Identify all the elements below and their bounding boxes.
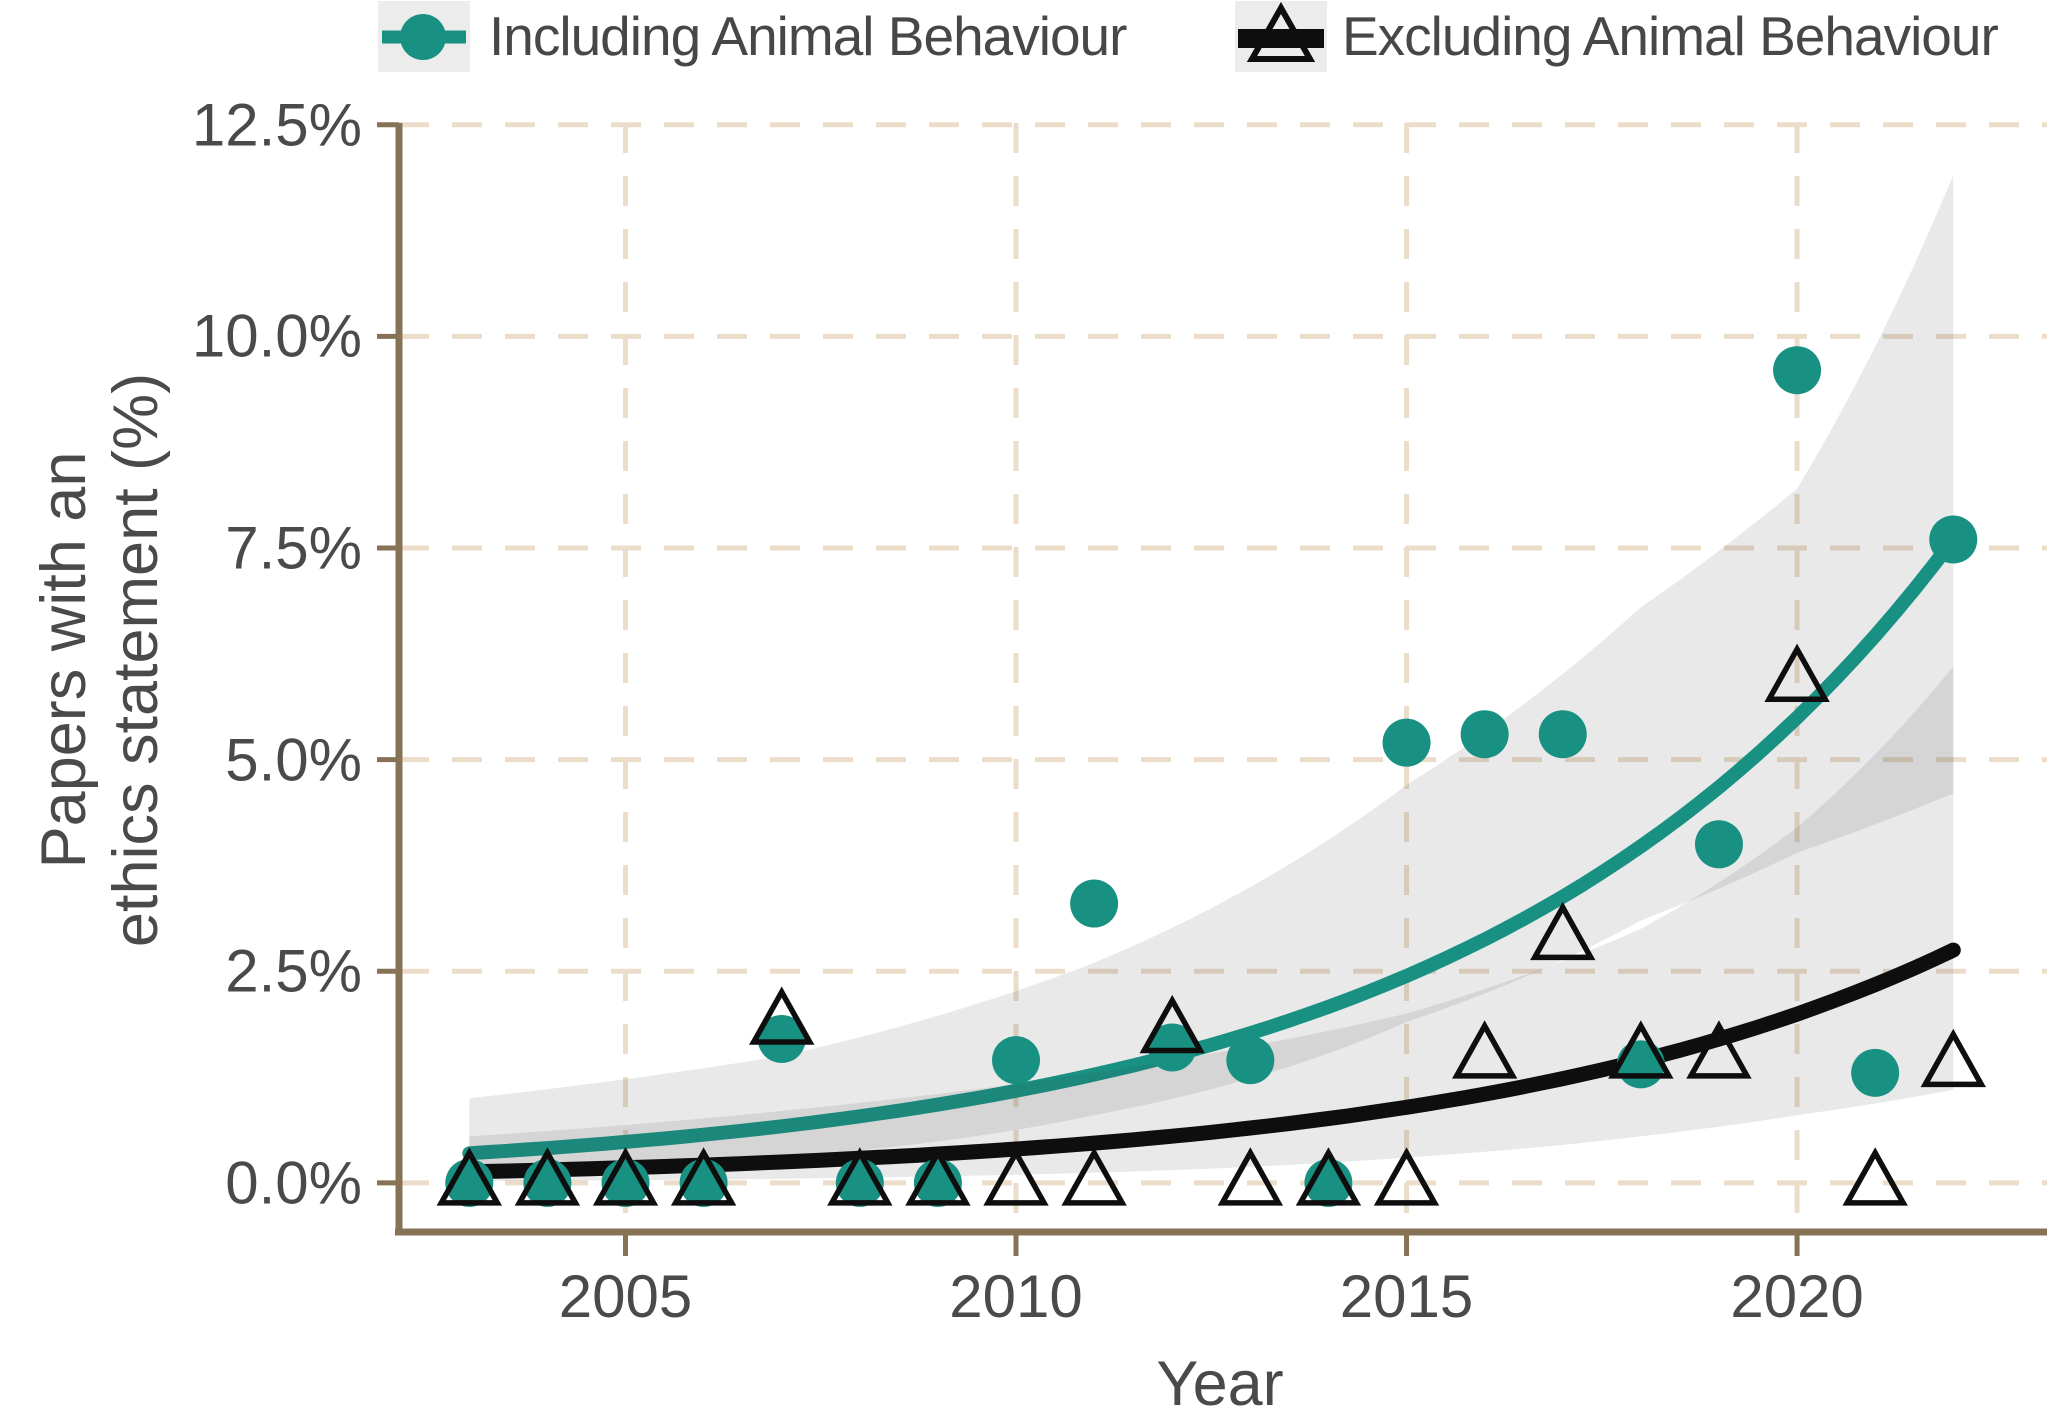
data-point-circle <box>757 1014 806 1063</box>
data-point-circle <box>1460 710 1509 759</box>
x-tick-label: 2005 <box>558 1263 693 1330</box>
data-point-triangle <box>1451 1020 1518 1079</box>
x-tick-label: 2010 <box>949 1263 1083 1330</box>
legend-key-excluding <box>1235 1 1327 72</box>
data-point-triangle <box>1686 1020 1752 1079</box>
data-point-triangle <box>436 1147 502 1206</box>
y-tick-label: 10.0% <box>191 302 362 370</box>
data-point-triangle <box>1608 1020 1674 1079</box>
data-point-circle <box>1070 879 1119 928</box>
ci-band-excluding <box>469 666 1954 1182</box>
y-tick-label: 12.5% <box>191 91 362 159</box>
triangle-on-line-icon <box>1238 1 1324 62</box>
data-point-triangle <box>1373 1147 1440 1206</box>
data-point-triangle <box>592 1147 659 1206</box>
x-tick-label: 2015 <box>1339 1263 1474 1330</box>
data-point-triangle <box>1217 1147 1284 1206</box>
y-tick-label: 0.0% <box>225 1149 362 1217</box>
data-point-triangle <box>1061 1147 1127 1206</box>
data-point-triangle <box>670 1147 737 1206</box>
data-point-circle <box>1148 1023 1197 1072</box>
data-point-triangle <box>749 986 815 1045</box>
y-tick-label: 5.0% <box>225 726 362 794</box>
legend-label-excluding: Excluding Animal Behaviour <box>1342 5 1999 67</box>
circle-on-line-icon <box>382 14 466 60</box>
ci-band-including <box>469 175 1954 1173</box>
legend-label-including: Including Animal Behaviour <box>489 5 1127 67</box>
data-point-triangle <box>1530 901 1596 961</box>
data-point-circle <box>1929 515 1978 564</box>
data-point-circle <box>1226 1036 1275 1085</box>
y-tick-label: 7.5% <box>225 514 362 582</box>
data-point-circle <box>1382 718 1431 767</box>
data-point-circle <box>1773 346 1822 395</box>
data-point-triangle <box>514 1147 581 1206</box>
data-point-circle <box>1694 820 1743 869</box>
data-point-circle <box>992 1036 1041 1085</box>
trend-line-including <box>462 532 1961 1161</box>
data-point-triangle <box>1764 643 1830 702</box>
data-point-triangle <box>905 1147 971 1206</box>
data-point-triangle <box>1139 994 1205 1054</box>
x-axis-title: Year <box>1156 1349 1284 1419</box>
data-point-triangle <box>1842 1147 1908 1206</box>
data-point-triangle <box>1295 1147 1362 1206</box>
data-point-triangle <box>827 1147 893 1206</box>
data-point-circle <box>1538 710 1587 759</box>
y-axis-title: Papers with an ethics statement (%) <box>28 373 172 947</box>
y-axis-title-line2: ethics statement (%) <box>101 372 171 948</box>
x-tick-label: 2020 <box>1730 1263 1864 1330</box>
data-point-circle <box>1616 1040 1665 1089</box>
y-tick-label: 2.5% <box>225 937 362 1005</box>
data-point-triangle <box>983 1147 1049 1206</box>
data-point-circle <box>1851 1048 1900 1097</box>
data-point-triangle <box>1920 1028 1986 1088</box>
legend-key-including <box>378 1 470 72</box>
y-axis-title-line1: Papers with an <box>29 451 99 869</box>
